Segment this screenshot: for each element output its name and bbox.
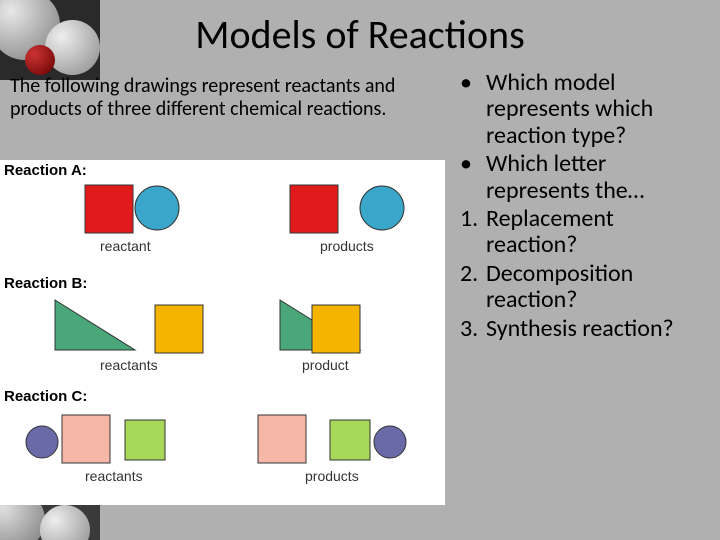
bullet-item: •Which letter represents the… bbox=[460, 151, 710, 204]
reaction-c-shapes bbox=[0, 160, 445, 500]
molecule-bottom-image bbox=[0, 500, 100, 540]
numbered-item: 3.Synthesis reaction? bbox=[460, 316, 710, 342]
number-marker: 1. bbox=[460, 206, 486, 259]
numbered-text: Replacement reaction? bbox=[486, 206, 710, 259]
number-marker: 3. bbox=[460, 316, 486, 342]
intro-text: The following drawings represent reactan… bbox=[10, 75, 440, 121]
slide-title: Models of Reactions bbox=[0, 10, 720, 59]
reaction-c-right-caption: products bbox=[305, 468, 359, 484]
numbered-text: Synthesis reaction? bbox=[486, 316, 710, 342]
number-marker: 2. bbox=[460, 261, 486, 314]
bullet-text: Which letter represents the… bbox=[486, 151, 710, 204]
bullet-marker: • bbox=[460, 151, 486, 204]
reaction-c-left-caption: reactants bbox=[85, 468, 143, 484]
bullet-text: Which model represents which reaction ty… bbox=[486, 70, 710, 149]
reactions-diagram: Reaction A: reactant products Reaction B… bbox=[0, 160, 445, 505]
questions-panel: •Which model represents which reaction t… bbox=[460, 70, 710, 344]
bullet-item: •Which model represents which reaction t… bbox=[460, 70, 710, 149]
numbered-item: 1.Replacement reaction? bbox=[460, 206, 710, 259]
numbered-item: 2.Decomposition reaction? bbox=[460, 261, 710, 314]
bullet-marker: • bbox=[460, 70, 486, 149]
numbered-text: Decomposition reaction? bbox=[486, 261, 710, 314]
